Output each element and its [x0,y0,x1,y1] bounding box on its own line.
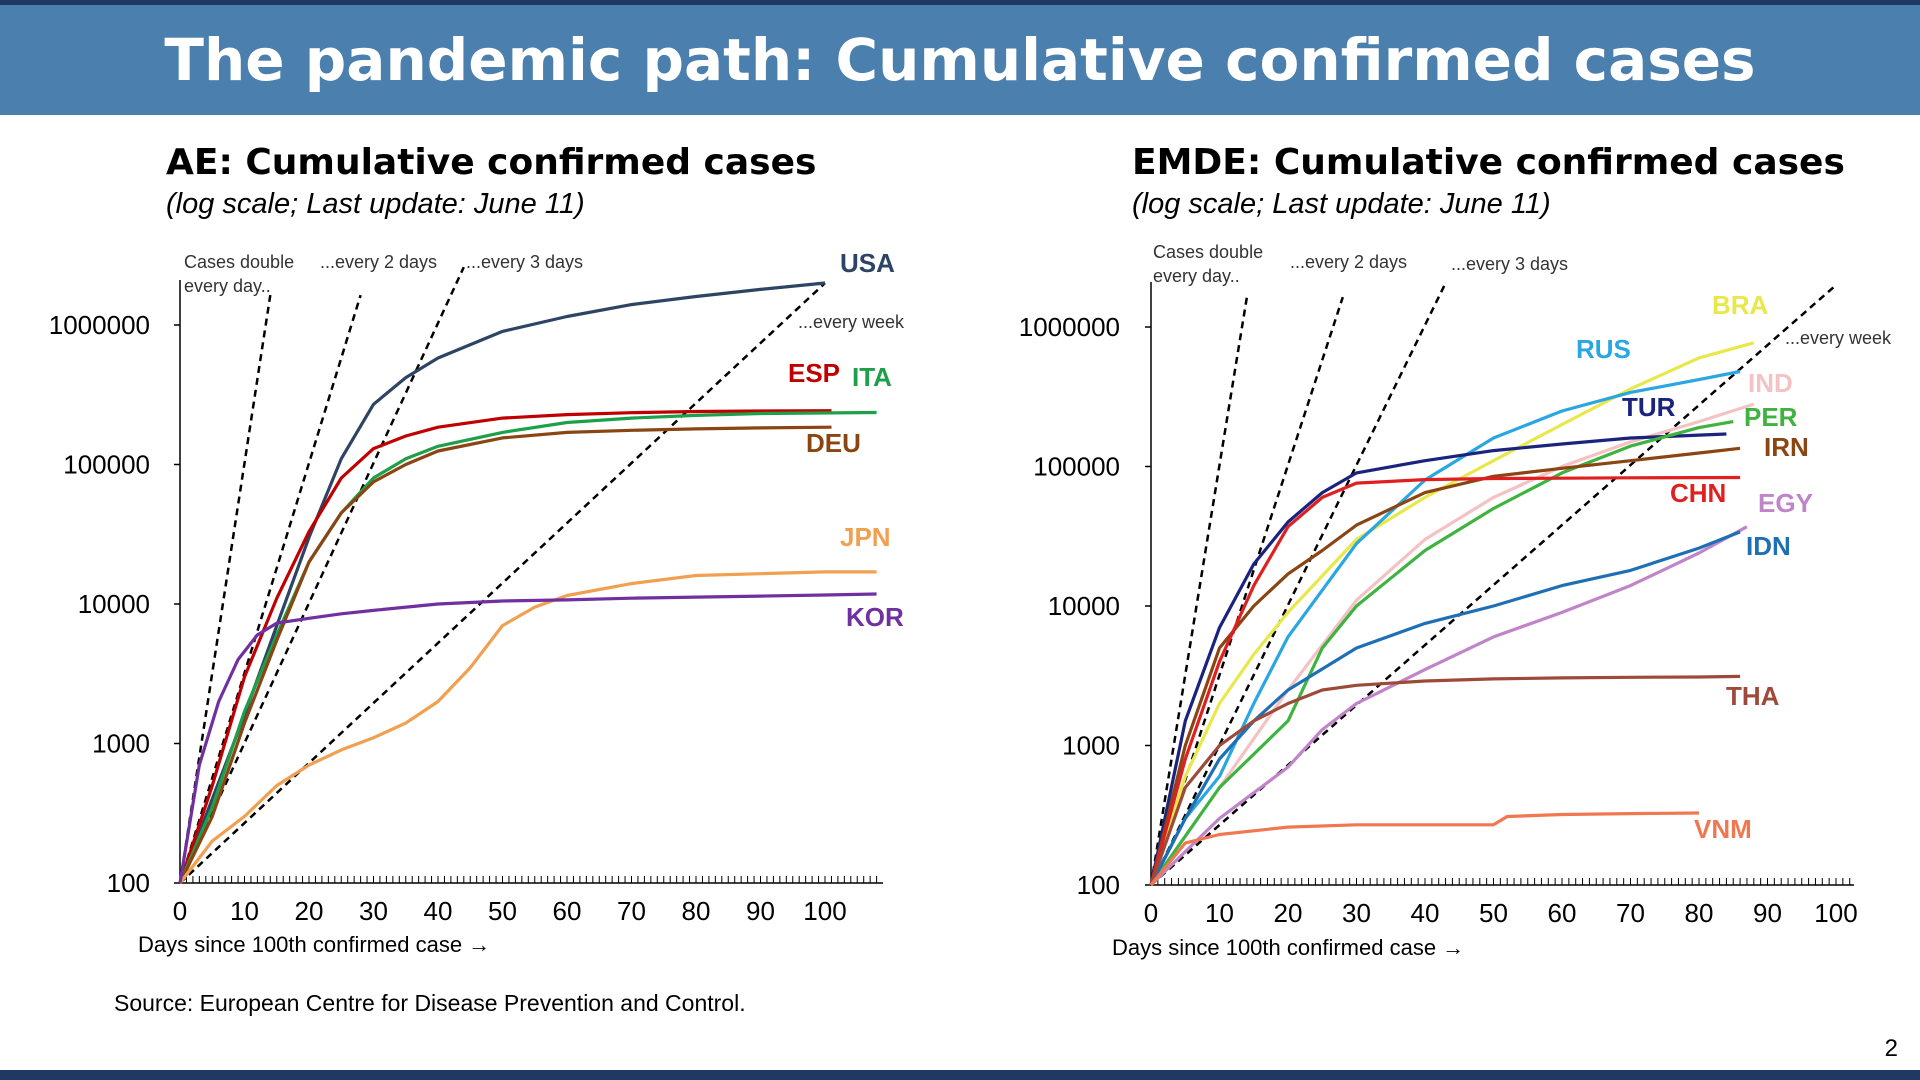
ae-reference-label: ...every 3 days [466,252,583,272]
ae-chart-subtitle: (log scale; Last update: June 11) [166,188,585,220]
emde-reference-line [1150,284,1837,886]
emde-reference-label: ...every week [1785,328,1892,348]
emde-y-tick-label: 10000 [1048,591,1120,621]
emde-series-label-idn: IDN [1746,531,1791,561]
emde-x-minor-ticks [1157,878,1851,885]
ae-x-tick-label: 100 [803,896,846,926]
source-note: Source: European Centre for Disease Prev… [114,990,746,1016]
ae-x-tick-label: 80 [682,896,711,926]
emde-series-line-bra [1149,341,1755,886]
ae-series-label-deu: DEU [806,428,861,458]
emde-reference-label: ...every 2 days [1290,252,1407,272]
ae-x-tick-label: 0 [173,896,187,926]
ae-reference-line [179,282,826,884]
ae-reference-label: every day.. [184,276,271,296]
ae-series-label-usa: USA [840,248,895,278]
ae-x-tick-label: 10 [230,896,259,926]
emde-x-tick-label: 20 [1274,898,1303,928]
emde-x-tick-label: 80 [1685,898,1714,928]
emde-series-line-chn [1149,475,1741,886]
emde-x-tick-label: 0 [1144,898,1158,928]
emde-series-label-chn: CHN [1670,478,1726,508]
emde-x-tick-label: 70 [1616,898,1645,928]
ae-y-tick-label: 100 [107,868,150,898]
emde-series-label-rus: RUS [1576,334,1631,364]
ae-reference-label: ...every week [798,312,905,332]
ae-series-label-kor: KOR [846,602,904,632]
emde-series-label-tur: TUR [1622,392,1676,422]
emde-x-tick-label: 30 [1342,898,1371,928]
emde-series-line-per [1149,420,1734,886]
emde-x-tick-label: 60 [1548,898,1577,928]
ae-x-tick-label: 30 [359,896,388,926]
ae-series-label-ita: ITA [852,362,892,392]
title-banner: The pandemic path: Cumulative confirmed … [0,5,1920,115]
emde-cases-chart: 100 1000 10000 100000 1000000 0 10 20 30 40 50 60 70… [1019,242,1892,960]
emde-x-tick-label: 50 [1479,898,1508,928]
ae-x-tick-label: 90 [746,896,775,926]
bottom-accent-bar [0,1070,1920,1080]
ae-y-tick-label: 100000 [63,450,150,480]
emde-x-tick-label: 40 [1411,898,1440,928]
emde-series-line-rus [1149,369,1741,886]
emde-series-line-idn [1149,530,1741,886]
emde-reference-line [1149,296,1249,886]
ae-x-tick-label: 40 [424,896,453,926]
emde-series-label-egy: EGY [1758,488,1813,518]
ae-series-line-deu [178,425,832,884]
emde-series-label-vnm: VNM [1694,814,1752,844]
emde-series-line-egy [1149,525,1748,887]
emde-series-label-per: PER [1744,402,1798,432]
ae-x-tick-label: 70 [617,896,646,926]
emde-x-axis-title: Days since 100th confirmed case → [1112,935,1464,960]
emde-series-label-tha: THA [1726,681,1780,711]
ae-reference-line [178,294,362,884]
emde-series-line-vnm [1149,811,1700,887]
emde-reference-label: Cases double [1153,242,1263,262]
emde-reference-line [1149,282,1447,886]
ae-chart-title: AE: Cumulative confirmed cases [166,142,817,183]
emde-x-tick-label: 90 [1753,898,1782,928]
ae-x-tick-label: 20 [295,896,324,926]
emde-y-tick-label: 1000 [1062,731,1120,761]
emde-y-tick-label: 100000 [1033,452,1120,482]
ae-reference-label: Cases double [184,252,294,272]
emde-chart-subtitle: (log scale; Last update: June 11) [1132,188,1551,220]
emde-series-line-ind [1149,402,1755,886]
slide-title: The pandemic path: Cumulative confirmed … [164,26,1756,94]
page-number: 2 [1884,1035,1898,1062]
ae-y-tick-label: 10000 [78,589,150,619]
ae-x-tick-label: 50 [488,896,517,926]
emde-y-tick-label: 100 [1077,870,1120,900]
emde-series-label-irn: IRN [1764,432,1809,462]
emde-series-line-irn [1149,446,1741,886]
emde-x-tick-label: 10 [1205,898,1234,928]
ae-x-minor-ticks [185,876,878,883]
ae-series-line-kor [178,592,877,884]
ae-x-axis-title: Days since 100th confirmed case → [138,932,490,957]
ae-y-tick-label: 1000000 [49,310,150,340]
top-accent-bar [0,0,1920,5]
ae-cases-chart: 100 1000 10000 100000 1000000 0 10 20 30 40 50 60 70… [49,248,905,957]
ae-series-label-esp: ESP [788,358,840,388]
ae-series-label-jpn: JPN [840,522,891,552]
ae-series-line-esp [178,409,832,884]
emde-series-line-tha [1149,674,1741,886]
ae-x-tick-label: 60 [553,896,582,926]
ae-series-line-ita [178,410,877,884]
ae-series-line-jpn [178,570,877,884]
emde-reference-label: every day.. [1153,266,1240,286]
emde-series-label-ind: IND [1748,368,1793,398]
emde-y-tick-label: 1000000 [1019,312,1120,342]
ae-y-tick-label: 1000 [92,729,150,759]
emde-series-label-bra: BRA [1712,290,1769,320]
emde-reference-label: ...every 3 days [1451,254,1568,274]
emde-x-tick-label: 100 [1814,898,1857,928]
emde-series-line-tur [1149,432,1727,886]
emde-chart-title: EMDE: Cumulative confirmed cases [1132,142,1845,183]
ae-reference-label: ...every 2 days [320,252,437,272]
